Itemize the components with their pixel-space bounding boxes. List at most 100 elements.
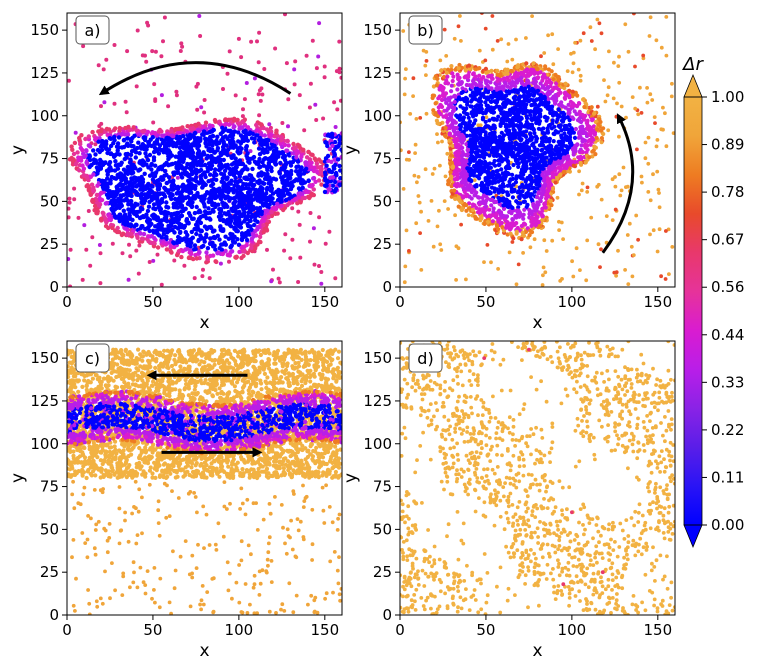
scatter-point	[274, 149, 280, 155]
scatter-point	[654, 144, 659, 149]
scatter-point	[641, 53, 646, 58]
scatter-point	[200, 172, 206, 177]
scatter-point	[112, 214, 118, 219]
scatter-point	[116, 135, 122, 140]
scatter-point	[273, 46, 278, 51]
scatter-point	[505, 59, 510, 64]
scatter-point	[127, 168, 132, 174]
scatter-point	[614, 273, 618, 278]
scatter-point	[157, 224, 162, 229]
scatter-point	[104, 220, 109, 225]
scatter-point	[337, 163, 342, 169]
scatter-point	[189, 229, 194, 235]
scatter-point	[169, 223, 174, 228]
scatter-point	[571, 274, 576, 279]
scatter-point	[619, 188, 624, 193]
scatter-point	[185, 142, 190, 148]
scatter-point	[411, 94, 415, 98]
scatter-point	[117, 125, 123, 131]
scatter-point	[227, 171, 232, 176]
scatter-point	[281, 207, 286, 213]
scatter-point	[485, 107, 490, 112]
scatter-point	[574, 246, 579, 251]
scatter-point	[544, 249, 549, 253]
scatter-point	[239, 231, 245, 236]
scatter-point	[225, 219, 230, 224]
scatter-point	[178, 49, 183, 53]
scatter-point	[451, 74, 456, 79]
scatter-point	[443, 97, 448, 102]
scatter-point	[122, 198, 127, 203]
scatter-point	[236, 184, 241, 189]
scatter-point	[496, 195, 501, 200]
scatter-point	[145, 20, 150, 25]
scatter-point	[214, 259, 219, 265]
scatter-point	[438, 242, 443, 247]
scatter-point	[153, 99, 158, 103]
scatter-point	[208, 148, 213, 154]
scatter-point	[257, 135, 263, 141]
scatter-point	[323, 241, 328, 246]
scatter-point	[269, 165, 274, 171]
scatter-point	[179, 254, 184, 260]
scatter-point	[152, 130, 158, 136]
scatter-point	[132, 189, 138, 194]
scatter-point	[542, 51, 547, 55]
scatter-point	[403, 264, 408, 269]
scatter-point	[325, 143, 330, 149]
scatter-point	[621, 165, 626, 170]
scatter-point	[535, 76, 540, 81]
scatter-point	[180, 44, 185, 49]
scatter-point	[280, 151, 285, 156]
scatter-point	[296, 280, 301, 284]
scatter-point	[671, 131, 675, 135]
scatter-point	[286, 143, 291, 148]
scatter-point	[164, 204, 169, 210]
scatter-point	[311, 168, 317, 174]
scatter-point	[71, 151, 77, 157]
scatter-point	[440, 139, 444, 144]
scatter-point	[178, 214, 183, 219]
scatter-point	[222, 183, 227, 188]
scatter-point	[198, 167, 204, 173]
scatter-point	[221, 228, 226, 233]
scatter-point	[645, 100, 650, 105]
scatter-point	[78, 145, 84, 151]
scatter-point	[484, 194, 489, 199]
scatter-point	[186, 148, 191, 154]
scatter-point	[453, 196, 458, 201]
scatter-point	[280, 180, 285, 185]
scatter-point	[311, 192, 316, 198]
scatter-point	[180, 188, 186, 193]
scatter-point	[329, 134, 334, 139]
scatter-point	[107, 193, 112, 199]
scatter-point	[134, 184, 139, 189]
scatter-point	[165, 131, 170, 137]
scatter-point	[257, 234, 263, 240]
scatter-point	[117, 162, 123, 167]
scatter-point	[585, 238, 590, 243]
scatter-point	[135, 28, 140, 33]
scatter-point	[240, 120, 246, 125]
scatter-point	[92, 203, 98, 209]
scatter-point	[206, 206, 211, 211]
y-tick-label: 125	[30, 64, 59, 82]
scatter-point	[613, 175, 617, 179]
scatter-point	[194, 175, 199, 180]
scatter-point	[153, 163, 158, 168]
scatter-point	[418, 231, 422, 236]
scatter-point	[260, 201, 266, 206]
scatter-point	[655, 138, 660, 142]
scatter-point	[546, 100, 551, 105]
scatter-point	[653, 121, 657, 125]
scatter-point	[105, 132, 110, 138]
scatter-point	[669, 94, 674, 99]
scatter-point	[123, 99, 128, 104]
scatter-point	[300, 185, 305, 190]
scatter-point	[189, 142, 195, 147]
x-tick-label: 100	[225, 293, 254, 311]
scatter-point	[264, 203, 270, 209]
scatter-point	[96, 139, 101, 144]
scatter-point	[252, 222, 257, 228]
scatter-point	[88, 192, 94, 197]
